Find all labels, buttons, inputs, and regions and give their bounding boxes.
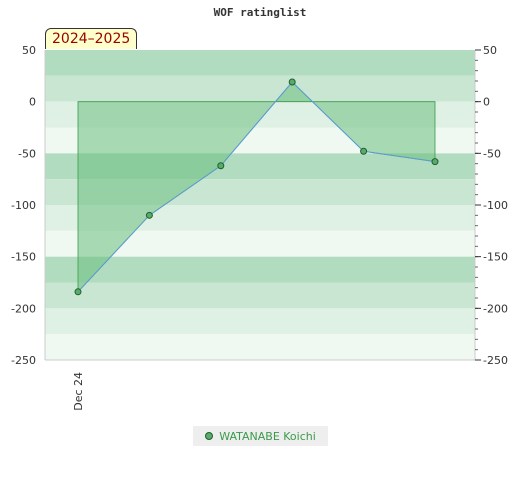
legend: WATANABE Koichi [193, 426, 328, 446]
y-tick-label-left: -200 [11, 302, 36, 315]
season-tag: 2024–2025 [45, 28, 138, 49]
data-point [288, 78, 296, 86]
background-band [45, 308, 475, 335]
y-tick-label-left: -100 [11, 199, 36, 212]
data-point [360, 147, 368, 155]
data-point [431, 158, 439, 166]
data-point [74, 288, 82, 296]
series-line [77, 81, 436, 293]
y-tick-label-right: 0 [483, 96, 490, 109]
y-tick-label-right: -200 [483, 302, 508, 315]
x-tick-label: Dec 24 [72, 372, 85, 411]
y-tick-label-left: -50 [18, 147, 36, 160]
background-band [45, 256, 475, 283]
background-band [45, 50, 475, 76]
y-tick-label-left: -250 [11, 354, 36, 367]
legend-label-series: WATANABE Koichi [219, 429, 316, 443]
background-band [45, 334, 475, 360]
y-tick-label-right: -150 [483, 251, 508, 264]
data-point [145, 211, 153, 219]
legend-marker [205, 432, 214, 440]
y-tick-label-right: -250 [483, 354, 508, 367]
y-tick-label-left: 0 [29, 96, 36, 109]
chart-title: WOF ratinglist [213, 6, 307, 19]
y-tick-label-left: 50 [22, 44, 36, 57]
background-band [45, 75, 475, 102]
y-tick-label-right: -100 [483, 199, 508, 212]
y-tick-label-left: -150 [11, 251, 36, 264]
background-band [45, 282, 475, 309]
data-point [217, 162, 225, 170]
y-tick-label-right: 50 [483, 44, 497, 57]
y-tick-label-right: -50 [483, 147, 501, 160]
